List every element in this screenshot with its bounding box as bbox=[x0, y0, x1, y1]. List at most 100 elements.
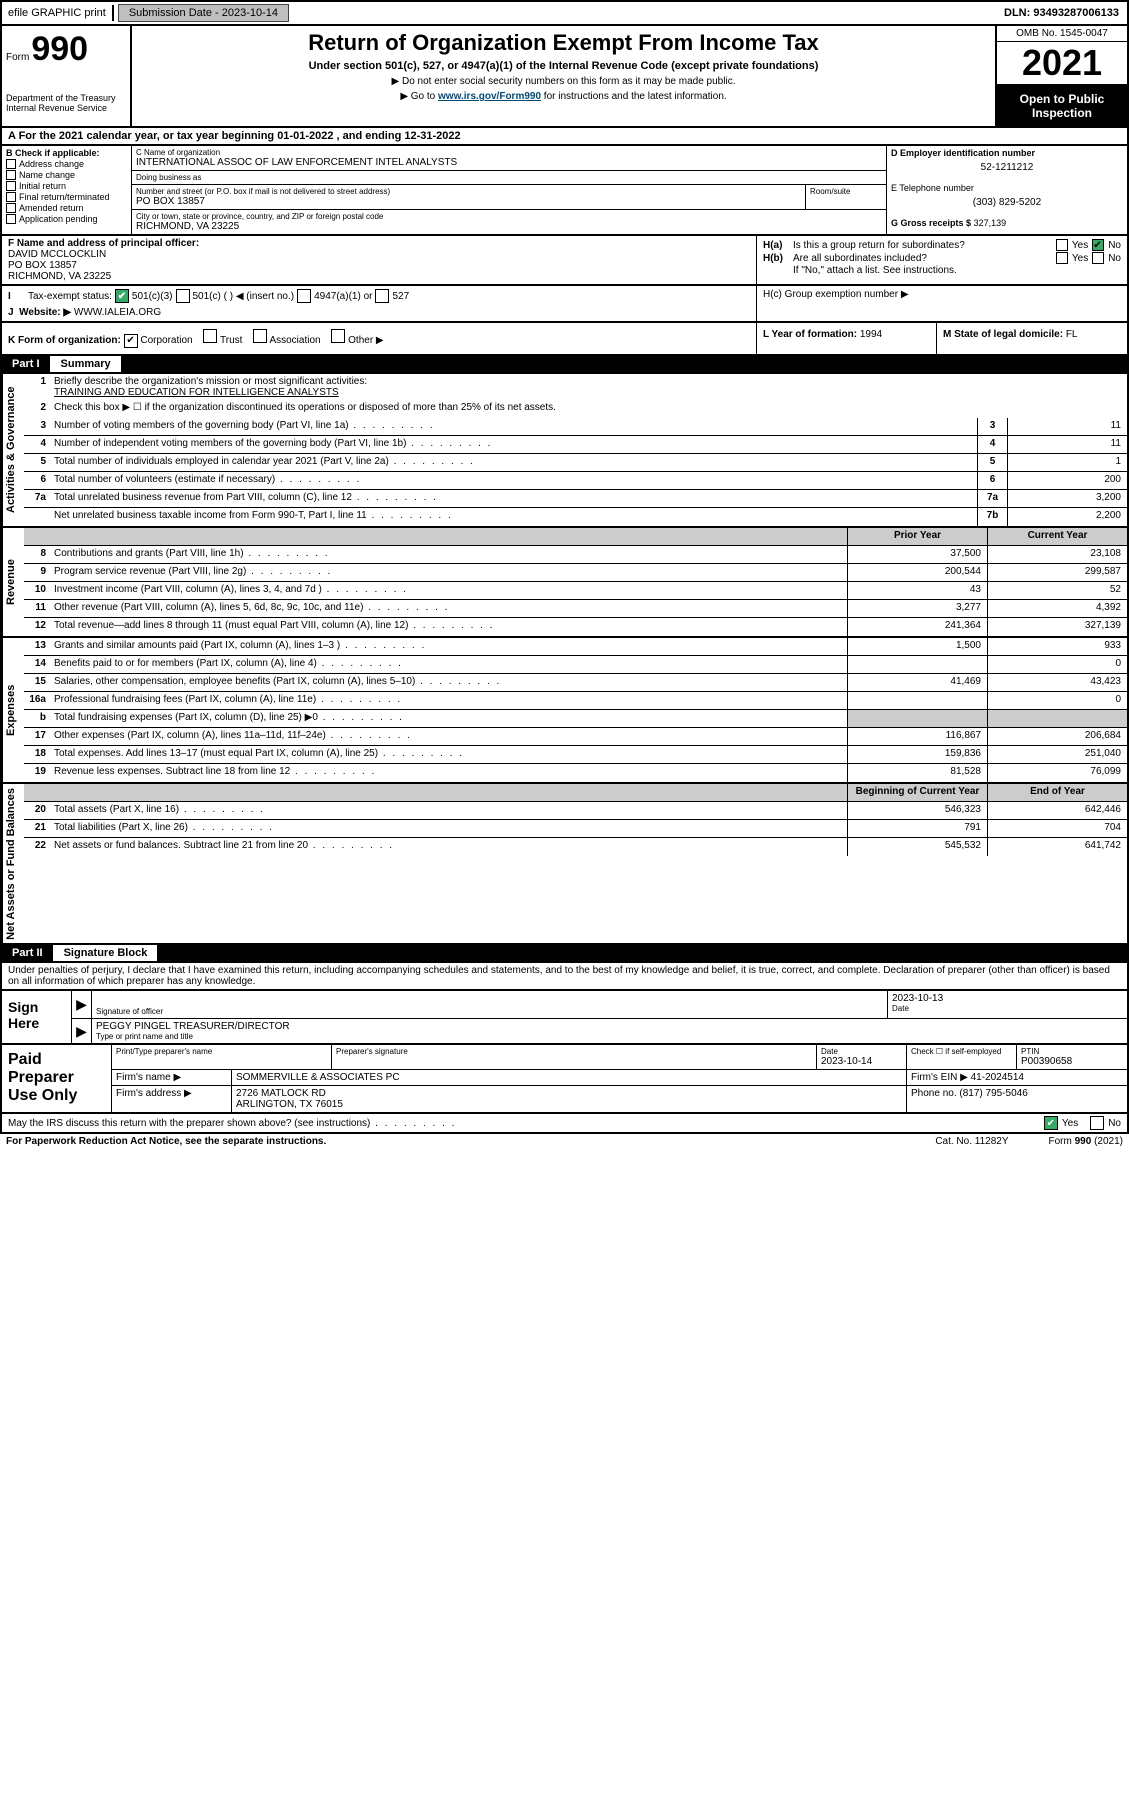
summary-row: 5Total number of individuals employed in… bbox=[24, 454, 1127, 472]
form-word: Form bbox=[6, 52, 29, 63]
expenses-block: Expenses 13Grants and similar amounts pa… bbox=[0, 638, 1129, 784]
row-fh: F Name and address of principal officer:… bbox=[0, 236, 1129, 286]
ptin: P00390658 bbox=[1021, 1056, 1123, 1067]
summary-row: 9Program service revenue (Part VIII, lin… bbox=[24, 564, 1127, 582]
summary-row: 22Net assets or fund balances. Subtract … bbox=[24, 838, 1127, 856]
chk-address-change[interactable]: Address change bbox=[6, 159, 127, 169]
chk-initial-return[interactable]: Initial return bbox=[6, 181, 127, 191]
chk-name-change[interactable]: Name change bbox=[6, 170, 127, 180]
discuss-yes-box[interactable]: ✔ bbox=[1044, 1116, 1058, 1130]
501c3-box[interactable]: ✔ bbox=[115, 289, 129, 303]
gross-receipts: G Gross receipts $ 327,139 bbox=[891, 218, 1123, 228]
street-label: Number and street (or P.O. box if mail i… bbox=[136, 187, 801, 196]
header-mid: Return of Organization Exempt From Incom… bbox=[132, 26, 997, 126]
firm-name: SOMMERVILLE & ASSOCIATES PC bbox=[232, 1070, 907, 1085]
net-header-row: Beginning of Current Year End of Year bbox=[24, 784, 1127, 802]
officer-addr1: PO BOX 13857 bbox=[8, 260, 750, 271]
summary-row: 10Investment income (Part VIII, column (… bbox=[24, 582, 1127, 600]
row-i-j: I Tax-exempt status: ✔501(c)(3) 501(c) (… bbox=[0, 286, 1129, 323]
row-k: K Form of organization: ✔ Corporation Tr… bbox=[0, 323, 1129, 356]
signature-intro: Under penalties of perjury, I declare th… bbox=[0, 963, 1129, 991]
inspection-badge: Open to Public Inspection bbox=[997, 86, 1127, 126]
sign-date: 2023-10-13 bbox=[892, 993, 1123, 1004]
ein-label: D Employer identification number bbox=[891, 148, 1123, 158]
arrow-icon: ▶ bbox=[72, 1019, 92, 1043]
assoc-box[interactable] bbox=[253, 329, 267, 343]
527-box[interactable] bbox=[375, 289, 389, 303]
phone-label: E Telephone number bbox=[891, 183, 1123, 193]
form-title: Return of Organization Exempt From Incom… bbox=[140, 30, 987, 56]
ein-value: 52-1211212 bbox=[891, 162, 1123, 173]
arrow-icon: ▶ bbox=[72, 991, 92, 1018]
ha-no-box[interactable]: ✔ bbox=[1092, 239, 1104, 251]
firm-ein: 41-2024514 bbox=[971, 1072, 1024, 1083]
col-b: B Check if applicable: Address change Na… bbox=[2, 146, 132, 234]
name-label: C Name of organization bbox=[136, 148, 882, 157]
street-value: PO BOX 13857 bbox=[136, 196, 801, 207]
prep-date: 2023-10-14 bbox=[821, 1056, 902, 1067]
vtab-net: Net Assets or Fund Balances bbox=[2, 784, 24, 944]
other-box[interactable] bbox=[331, 329, 345, 343]
state-domicile: FL bbox=[1066, 329, 1078, 340]
summary-row: 15Salaries, other compensation, employee… bbox=[24, 674, 1127, 692]
form-number: 990 bbox=[31, 30, 88, 69]
note-ssn: ▶ Do not enter social security numbers o… bbox=[140, 76, 987, 87]
summary-row: 13Grants and similar amounts paid (Part … bbox=[24, 638, 1127, 656]
summary-row: 20Total assets (Part X, line 16)546,3236… bbox=[24, 802, 1127, 820]
note-link: ▶ Go to www.irs.gov/Form990 for instruct… bbox=[140, 91, 987, 102]
sign-here-block: Sign Here ▶ Signature of officer 2023-10… bbox=[0, 991, 1129, 1045]
hb-no-box[interactable] bbox=[1092, 252, 1104, 264]
city-label: City or town, state or province, country… bbox=[136, 212, 882, 221]
summary-row: 16aProfessional fundraising fees (Part I… bbox=[24, 692, 1127, 710]
signer-name: PEGGY PINGEL TREASURER/DIRECTOR bbox=[96, 1021, 1123, 1032]
room-label: Room/suite bbox=[810, 187, 882, 196]
ha-yes-box[interactable] bbox=[1056, 239, 1068, 251]
summary-row: 3Number of voting members of the governi… bbox=[24, 418, 1127, 436]
summary-row: 11Other revenue (Part VIII, column (A), … bbox=[24, 600, 1127, 618]
officer-addr2: RICHMOND, VA 23225 bbox=[8, 271, 750, 282]
org-name: INTERNATIONAL ASSOC OF LAW ENFORCEMENT I… bbox=[136, 157, 882, 168]
line-a: A For the 2021 calendar year, or tax yea… bbox=[0, 128, 1129, 146]
chk-application-pending[interactable]: Application pending bbox=[6, 214, 127, 224]
summary-row: 14Benefits paid to or for members (Part … bbox=[24, 656, 1127, 674]
hb-yes-box[interactable] bbox=[1056, 252, 1068, 264]
501c-box[interactable] bbox=[176, 289, 190, 303]
summary-row: 19Revenue less expenses. Subtract line 1… bbox=[24, 764, 1127, 782]
governance-block: Activities & Governance 1 Briefly descri… bbox=[0, 374, 1129, 528]
trust-box[interactable] bbox=[203, 329, 217, 343]
omb-label: OMB No. 1545-0047 bbox=[997, 26, 1127, 42]
irs-link[interactable]: www.irs.gov/Form990 bbox=[438, 91, 541, 102]
submission-date-button[interactable]: Submission Date - 2023-10-14 bbox=[118, 4, 289, 22]
dba-label: Doing business as bbox=[136, 173, 882, 182]
net-assets-block: Net Assets or Fund Balances Beginning of… bbox=[0, 784, 1129, 946]
header-left: Form 990 Department of the Treasury Inte… bbox=[2, 26, 132, 126]
tax-year: 2021 bbox=[997, 42, 1127, 86]
vtab-governance: Activities & Governance bbox=[2, 374, 24, 526]
city-value: RICHMOND, VA 23225 bbox=[136, 221, 882, 232]
col-f: F Name and address of principal officer:… bbox=[2, 236, 757, 284]
website-value: WWW.IALEIA.ORG bbox=[74, 307, 161, 318]
col-h: H(a) Is this a group return for subordin… bbox=[757, 236, 1127, 284]
discuss-no-box[interactable] bbox=[1090, 1116, 1104, 1130]
chk-amended-return[interactable]: Amended return bbox=[6, 203, 127, 213]
form-header: Form 990 Department of the Treasury Inte… bbox=[0, 26, 1129, 128]
summary-row: 18Total expenses. Add lines 13–17 (must … bbox=[24, 746, 1127, 764]
summary-row: bTotal fundraising expenses (Part IX, co… bbox=[24, 710, 1127, 728]
firm-addr2: ARLINGTON, TX 76015 bbox=[236, 1099, 902, 1110]
vtab-revenue: Revenue bbox=[2, 528, 24, 636]
dept-label: Department of the Treasury Internal Reve… bbox=[6, 93, 126, 113]
footer-last: For Paperwork Reduction Act Notice, see … bbox=[0, 1134, 1129, 1149]
firm-phone: (817) 795-5046 bbox=[959, 1088, 1027, 1099]
firm-addr1: 2726 MATLOCK RD bbox=[236, 1088, 902, 1099]
4947-box[interactable] bbox=[297, 289, 311, 303]
summary-row: 21Total liabilities (Part X, line 26)791… bbox=[24, 820, 1127, 838]
header-right: OMB No. 1545-0047 2021 Open to Public In… bbox=[997, 26, 1127, 126]
year-formation: 1994 bbox=[860, 329, 882, 340]
chk-final-return[interactable]: Final return/terminated bbox=[6, 192, 127, 202]
mission-text: TRAINING AND EDUCATION FOR INTELLIGENCE … bbox=[54, 387, 1123, 398]
corp-box[interactable]: ✔ bbox=[124, 334, 138, 348]
summary-row: 12Total revenue—add lines 8 through 11 (… bbox=[24, 618, 1127, 636]
form-footer-label: Form 990 (2021) bbox=[1049, 1136, 1123, 1147]
section-bcd: B Check if applicable: Address change Na… bbox=[0, 146, 1129, 236]
rev-header-row: Prior Year Current Year bbox=[24, 528, 1127, 546]
